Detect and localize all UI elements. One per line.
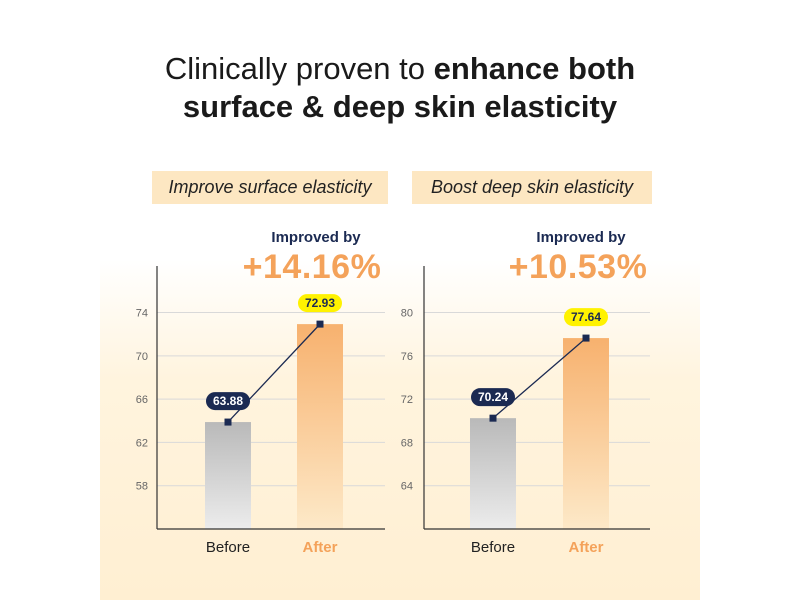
before-value-badge [471,388,515,407]
headline-regular: Clinically proven to [164,51,434,86]
after-value-badge [298,294,342,313]
y-tick-label: 76 [401,351,413,363]
y-tick-label: 58 [136,481,148,493]
data-point-marker [224,418,232,426]
bar-after [563,338,609,529]
data-point-marker [582,334,590,342]
headline-bold-1: enhance both [433,51,636,86]
y-tick-label: 68 [401,437,413,449]
bar-before [205,422,251,529]
y-tick-label: 72 [401,394,413,406]
before-value-badge [206,392,250,411]
bar-before [470,418,516,529]
y-tick-label: 70 [136,351,148,363]
before-value-label: 70.24 [478,390,508,404]
bar-after [297,324,343,529]
y-tick-label: 66 [136,394,148,406]
chart-1-improved-label: Improved by [271,229,361,246]
data-point-marker [489,414,497,422]
chart-2-title: Boost deep skin elasticity [412,171,652,204]
chart-2-improved-value: +10.53% [508,248,648,286]
y-tick-label: 64 [401,481,413,493]
after-value-label: 77.64 [571,310,601,324]
y-tick-label: 62 [136,437,148,449]
page-headline: Clinically proven to enhance both surfac… [0,50,800,126]
headline-bold-2: surface & deep skin elasticity [182,89,618,124]
category-label-before: Before [206,539,250,556]
y-tick-label: 74 [136,308,148,320]
y-tick-label: 80 [401,308,413,320]
chart-1-title: Improve surface elasticity [152,171,388,204]
after-value-label: 72.93 [305,296,335,310]
category-label-before: Before [471,539,515,556]
chart-1-improved-value: +14.16% [242,248,382,286]
before-value-label: 63.88 [213,394,243,408]
after-value-badge [564,308,608,327]
chart-2-improved-label: Improved by [536,229,626,246]
category-label-after: After [302,539,337,556]
data-point-marker [316,320,324,328]
category-label-after: After [568,539,603,556]
